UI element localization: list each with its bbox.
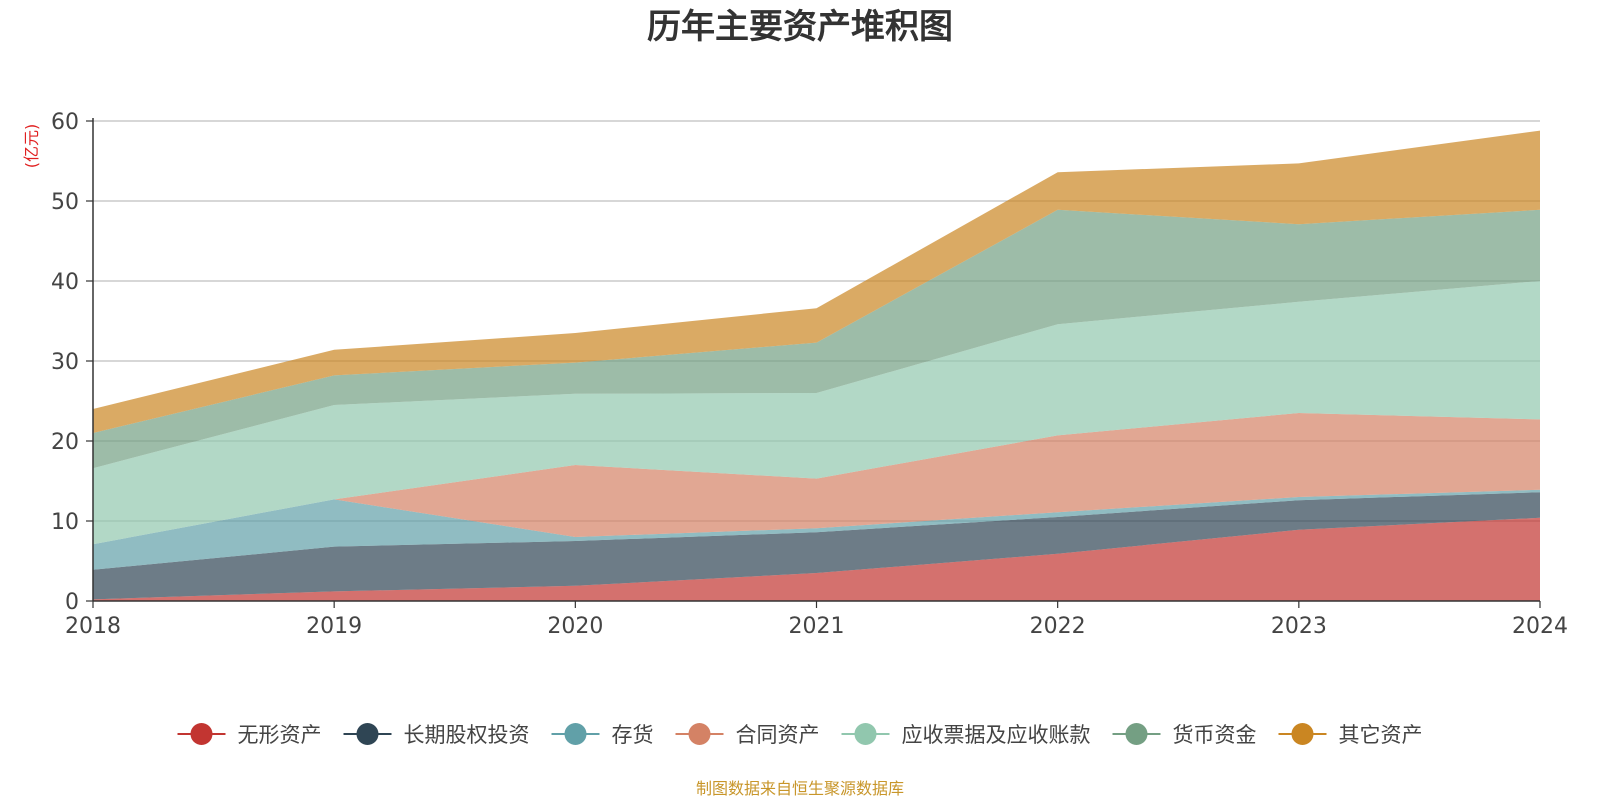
y-tick-label: 20 [51, 430, 79, 455]
x-tick-label: 2018 [65, 614, 121, 639]
legend-label: 货币资金 [1173, 723, 1257, 747]
area-series-6 [93, 209, 1540, 469]
area-series-3 [93, 489, 1540, 570]
axes: 0 10 20 30 40 50 60 2018 2019 2020 2021 2022 2023 202… [51, 110, 1568, 639]
legend-item[interactable]: 应收票据及应收账款 [841, 723, 1091, 747]
chart-title: 历年主要资产堆积图 [647, 7, 953, 47]
legend-item[interactable]: 长期股权投资 [343, 723, 530, 747]
legend-marker [190, 723, 213, 745]
area-series-7 [93, 130, 1540, 433]
legend-marker [1125, 723, 1148, 745]
x-tick-label: 2023 [1271, 614, 1327, 639]
y-tick-label: 30 [51, 350, 79, 375]
legend-item[interactable]: 无形资产 [177, 723, 322, 747]
x-tick-label: 2020 [547, 614, 603, 639]
x-tick-label: 2024 [1512, 614, 1568, 639]
legend-label: 存货 [612, 723, 654, 747]
area-series-2 [93, 492, 1540, 600]
legend-marker [688, 723, 711, 745]
legend-item[interactable]: 存货 [551, 723, 654, 747]
y-tick-label: 10 [51, 510, 79, 535]
y-axis-unit: (亿元) [22, 124, 41, 169]
x-tick-label: 2022 [1030, 614, 1086, 639]
y-tick-label: 0 [65, 590, 79, 615]
data-source-note: 制图数据来自恒生聚源数据库 [696, 779, 904, 798]
x-tick-label: 2021 [789, 614, 845, 639]
legend-label: 合同资产 [736, 723, 820, 747]
y-tick-label: 50 [51, 190, 79, 215]
legend-marker [1291, 723, 1314, 745]
area-series-5 [93, 281, 1540, 545]
y-tick-label: 40 [51, 270, 79, 295]
area-series [93, 130, 1540, 601]
legend-label: 应收票据及应收账款 [902, 723, 1091, 747]
legend-item[interactable]: 货币资金 [1112, 723, 1257, 747]
y-tick-label: 60 [51, 110, 79, 135]
legend-marker [854, 723, 877, 745]
legend-label: 长期股权投资 [404, 723, 530, 747]
area-series-1 [93, 517, 1540, 601]
legend-label: 其它资产 [1339, 723, 1423, 747]
legend-marker [564, 723, 587, 745]
legend: 无形资产 长期股权投资 存货 合同资产 应收票据及应收账款 货币资金 其它资产 [177, 723, 1423, 747]
legend-marker [356, 723, 379, 745]
x-tick-label: 2019 [306, 614, 362, 639]
legend-label: 无形资产 [238, 723, 322, 747]
legend-item[interactable]: 合同资产 [675, 723, 820, 747]
legend-item[interactable]: 其它资产 [1278, 723, 1423, 747]
